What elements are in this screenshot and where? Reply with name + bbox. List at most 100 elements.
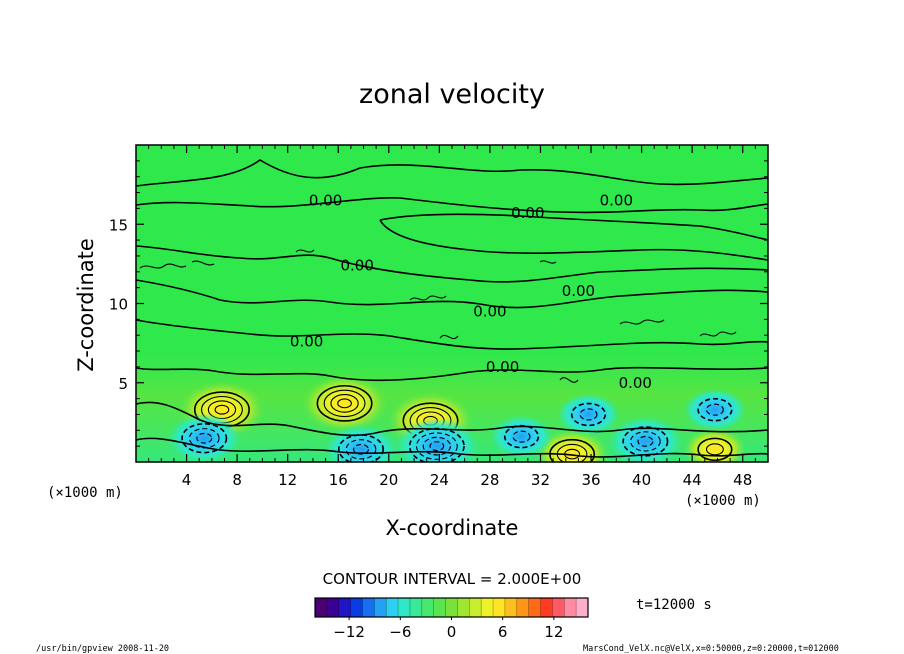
x-tick-label: 32 [531,471,550,489]
extremum-contour-ring [697,397,733,422]
extremum-contour-ring [705,443,724,456]
extremum-contour-ring [214,404,230,415]
colorbar-swatch [481,598,494,617]
x-tick-label: 48 [733,471,752,489]
colorbar-swatch [350,598,363,617]
extremum-contour-ring [345,439,377,460]
colorbar-tick-label: 0 [447,623,457,641]
colorbar-swatch [516,598,530,617]
colorbar-swatch [315,598,328,617]
extremum-positive-4 [683,428,747,462]
colorbar-swatch [433,598,447,617]
x-unit-label-right: (×1000 m) [685,493,761,509]
extremum-contour-ring [196,432,213,444]
colorbar-tick-label: 6 [498,623,508,641]
contour-label: 0.00 [511,204,544,222]
extremum-negative-10 [608,416,683,462]
colorbar-tick-label: −6 [389,623,411,641]
contour-label: 0.00 [486,358,519,376]
extremum-contour-ring [353,443,369,455]
extremum-fill [557,393,621,436]
contour-label: 0.00 [340,256,373,274]
colorbar-swatch [576,598,589,617]
x-tick-label: 24 [430,471,449,489]
contour-label: 0.00 [309,191,342,209]
colorbar-swatch [540,598,553,617]
colorbar-swatch [445,598,458,617]
x-tick-label: 20 [379,471,398,489]
contour-label: 0.00 [562,282,595,300]
extremum-fill [394,417,480,462]
contour-label-layer: 0.00 0.00 0.00 0.00 0.00 0.00 0.00 0.00 0.00 [290,191,652,391]
extremum-fill [683,428,747,462]
colorbar-swatch [552,598,565,617]
colorbar-swatch [421,598,435,617]
plot-area: 0.00 0.00 0.00 0.00 0.00 0.00 0.00 0.00 0.00 [136,145,768,462]
colorbar-swatch [528,598,542,617]
colorbar-swatch [469,598,482,617]
y-axis-label: Z-coordinate [74,238,98,372]
extremum-contour-ring [337,434,384,462]
extremum-fill [490,415,554,458]
y-tick-label: 15 [109,216,128,234]
extremum-contour-ring [422,436,451,456]
extremum-contour-ring [512,430,531,443]
chart-title: zonal velocity [359,79,545,110]
colorbar-swatch [362,598,375,617]
colorbar: −12 −6 0 6 12 [315,598,589,641]
extremum-positive-1 [302,374,388,432]
contour-label: 0.00 [619,374,652,392]
x-unit-label-left: (×1000 m) [47,485,123,501]
extremum-negative-9 [557,393,621,436]
extremum-fill [683,388,747,432]
colorbar-swatch [326,598,340,617]
extremum-negative-7 [394,417,480,462]
x-tick-label: 4 [182,471,192,489]
extremum-fill [324,424,398,462]
contour-wiggles [139,249,737,383]
extremum-negative-8 [490,415,554,458]
extremum-contour-ring [415,432,458,460]
footer-left: /usr/bin/gpview 2008-11-20 [36,644,169,654]
extremum-contour-ring [429,441,445,452]
extremum-fill [302,374,388,432]
extremum-contour-ring [622,426,669,457]
extremum-contour-ring [323,389,366,418]
extremum-contour-ring [570,402,607,427]
extremum-contour-ring [181,423,228,454]
colorbar-swatch [409,598,423,617]
extremum-contour-ring [697,437,733,462]
contour-label: 0.00 [600,191,633,209]
extremum-negative-6 [324,424,398,462]
extremum-contour-ring [579,408,598,421]
footer-right: MarsCond_VelX.nc@VelX,x=0:50000,z=0:2000… [583,644,839,654]
extremum-contour-ring [705,403,724,416]
x-tick-label: 16 [329,471,348,489]
colorbar-swatch [504,598,518,617]
x-tick-label: 36 [581,471,600,489]
contour-label: 0.00 [473,302,506,320]
colorbar-frame [314,597,589,618]
x-tick-label: 12 [278,471,297,489]
extremum-contour-ring [337,398,352,409]
x-tick-label: 40 [632,471,651,489]
x-tick-label: 28 [480,471,499,489]
x-tick-label: 44 [683,471,702,489]
extremum-contour-ring [637,436,654,447]
extremum-fill [608,416,683,462]
contour-lines [136,159,768,458]
colorbar-swatch [564,598,577,617]
contour-interval-label: CONTOUR INTERVAL = 2.000E+00 [323,570,582,588]
y-tick-label: 10 [109,296,128,314]
contour-label: 0.00 [290,333,323,351]
colorbar-swatch [338,598,352,617]
extremum-negative-11 [683,388,747,432]
x-axis-label: X-coordinate [386,516,519,540]
colorbar-tick-label: −12 [333,623,365,641]
time-label: t=12000 s [636,597,712,613]
colorbar-swatch [457,598,470,617]
colorbar-tick-label: 12 [544,623,563,641]
colorbar-swatch [398,598,411,617]
